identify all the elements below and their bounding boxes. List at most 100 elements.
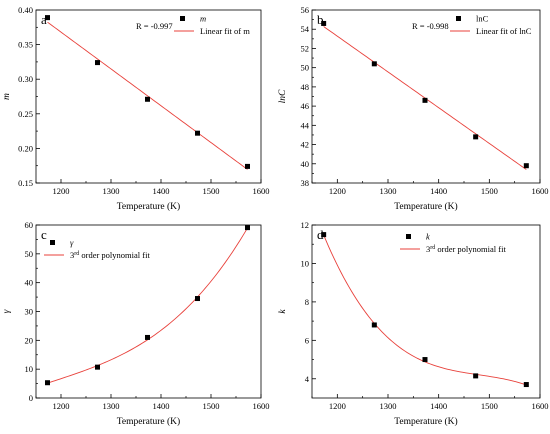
y-tick-label: 44: [301, 120, 310, 130]
r-value: R = -0.998: [412, 21, 449, 31]
x-axis-title: Temperature (K): [117, 416, 180, 427]
data-point: [321, 20, 327, 26]
x-tick-label: 1300: [103, 401, 120, 411]
y-tick-label: 4: [305, 374, 310, 384]
x-tick-label: 1600: [253, 401, 270, 411]
data-point: [371, 322, 377, 328]
y-tick-label: 6: [305, 335, 309, 345]
panel-letter: d: [317, 227, 324, 242]
y-tick-label: 0.15: [18, 178, 33, 188]
legend: lnC Linear fit of lnC: [450, 14, 532, 36]
x-tick-label: 1200: [53, 401, 70, 411]
y-tick-label: 52: [301, 43, 310, 53]
panel-d: 1200 1300 1400 1500 1600 4 6 8 10 12 Temperature (…: [278, 220, 549, 427]
x-tick-label: 1300: [380, 186, 397, 196]
y-tick-label: 50: [25, 249, 34, 259]
x-tick-label: 1400: [430, 401, 447, 411]
fit-line: [47, 21, 248, 170]
legend-line-label: Linear fit of m: [200, 26, 250, 36]
x-tick-label: 1300: [380, 401, 397, 411]
data-point: [422, 97, 428, 103]
legend-line-label: 3rd order polynomial fit: [426, 244, 506, 254]
y-tick-label: 10: [25, 364, 34, 374]
data-point: [95, 364, 100, 370]
legend: γ 3rd order polynomial fit: [44, 238, 150, 260]
y-tick-label: 50: [301, 63, 310, 73]
x-tick-label: 1600: [253, 186, 270, 196]
fit-line: [323, 234, 527, 386]
data-point: [523, 382, 529, 388]
legend-marker: [180, 16, 185, 21]
y-axis-title: lnC: [278, 89, 288, 103]
x-tick-label: 1200: [329, 186, 346, 196]
x-axis-title: Temperature (K): [117, 201, 180, 212]
data-point: [371, 61, 377, 67]
data-point: [473, 134, 479, 140]
x-tick-label: 1400: [153, 401, 170, 411]
x-tick-label: 1500: [481, 401, 498, 411]
data-point: [245, 163, 250, 169]
y-tick-label: 46: [301, 101, 310, 111]
y-tick-label: 0.40: [18, 5, 33, 15]
legend: k 3rd order polynomial fit: [400, 232, 506, 254]
panel-letter: a: [41, 12, 47, 27]
legend-marker-label: γ: [70, 238, 74, 248]
legend-marker: [456, 16, 461, 21]
legend-line-label: Linear fit of lnC: [476, 26, 532, 36]
x-tick-label: 1600: [532, 186, 549, 196]
y-tick-label: 20: [25, 335, 34, 345]
data-point: [245, 225, 250, 231]
data-point: [195, 130, 200, 136]
y-tick-label: 10: [301, 258, 310, 268]
data-point: [145, 334, 150, 340]
panel-c: 1200 1300 1400 1500 1600 0 10 20 30 40 50 60 Tempera…: [2, 220, 270, 427]
y-tick-label: 12: [301, 220, 310, 230]
data-point: [95, 60, 100, 66]
data-point: [473, 373, 479, 379]
y-tick-label: 42: [301, 140, 310, 150]
y-tick-label: 40: [301, 159, 310, 169]
y-tick-label: 40: [25, 278, 34, 288]
y-tick-label: 0: [29, 393, 33, 403]
x-tick-label: 1200: [329, 401, 346, 411]
y-tick-label: 56: [301, 5, 310, 15]
x-tick-label: 1500: [203, 186, 220, 196]
r-value: R = -0.997: [136, 21, 173, 31]
y-axis-title: m: [2, 93, 12, 100]
x-tick-label: 1400: [430, 186, 447, 196]
y-axis-title: γ: [2, 309, 12, 313]
legend-marker: [406, 234, 411, 239]
x-tick-label: 1600: [532, 401, 549, 411]
y-tick-label: 38: [301, 178, 310, 188]
panel-letter: c: [41, 227, 47, 242]
panel-a: 1200 1300 1400 1500 1600 0.15 0.20 0.25 0.30 0.35…: [2, 5, 270, 212]
legend-marker: [50, 240, 55, 245]
legend-marker-label: k: [426, 232, 430, 242]
y-tick-label: 0.35: [18, 40, 33, 50]
data-point: [523, 163, 529, 169]
x-tick-label: 1500: [481, 186, 498, 196]
y-tick-label: 0.30: [18, 74, 33, 84]
legend-line-label: 3rd order polynomial fit: [70, 250, 150, 260]
panel-letter: b: [317, 12, 324, 27]
y-tick-label: 8: [305, 297, 309, 307]
x-axis-title: Temperature (K): [394, 416, 457, 427]
y-tick-label: 60: [25, 220, 34, 230]
legend-marker-label: m: [200, 14, 206, 24]
x-axis-title: Temperature (K): [394, 201, 457, 212]
legend: m Linear fit of m: [174, 14, 250, 36]
x-tick-label: 1300: [103, 186, 120, 196]
data-point: [45, 15, 50, 21]
legend-marker-label: lnC: [476, 14, 489, 24]
data-point: [145, 96, 150, 102]
x-tick-label: 1400: [153, 186, 170, 196]
panel-b: 1200 1300 1400 1500 1600 38 40 42 44 46 48 50 52 54 56…: [278, 5, 549, 212]
y-tick-label: 0.20: [18, 143, 33, 153]
x-tick-label: 1200: [53, 186, 70, 196]
y-tick-label: 0.25: [18, 109, 33, 119]
plot-frame: [311, 224, 541, 399]
data-point: [422, 357, 428, 363]
data-point: [45, 380, 50, 386]
y-tick-label: 48: [301, 82, 310, 92]
y-axis-title: k: [278, 309, 288, 314]
